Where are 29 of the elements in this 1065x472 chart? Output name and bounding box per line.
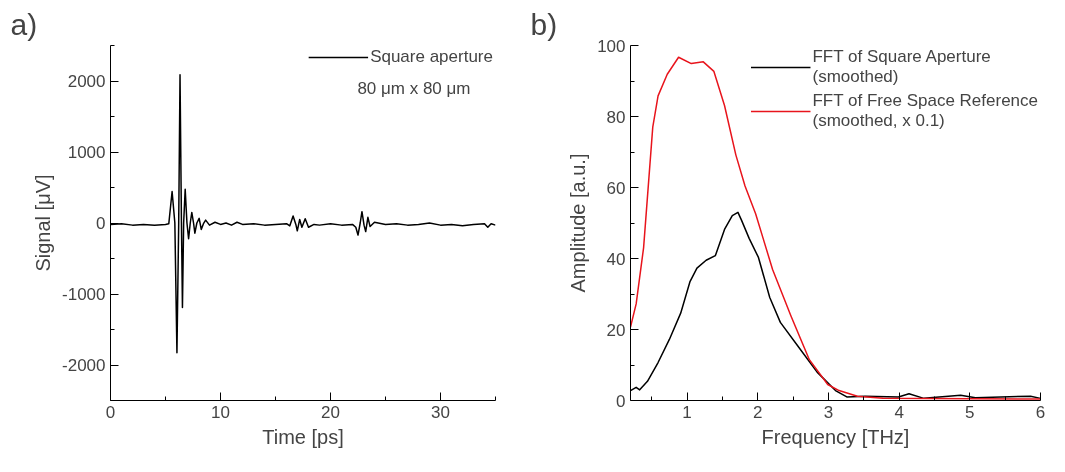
x-axis-title: Frequency [THz]: [761, 425, 910, 448]
chart-title: b): [530, 7, 558, 41]
annotation: 80 μm x 80 μm: [357, 78, 471, 98]
y-axis-title: Amplitude [a.u.]: [567, 153, 590, 293]
x-axis-title: Time [ps]: [262, 425, 344, 448]
y-tick-label: 2000: [67, 72, 106, 91]
x-tick-label: 4: [894, 402, 904, 422]
y-tick-label: 60: [606, 178, 626, 198]
chart-title: a): [10, 7, 38, 41]
x-tick-label: 5: [965, 402, 975, 422]
y-tick-label: 20: [606, 320, 626, 340]
y-tick-label: -2000: [62, 356, 106, 375]
x-tick-label: 10: [211, 402, 230, 422]
x-tick-label: 1: [682, 402, 692, 422]
y-tick-label: -1000: [62, 285, 106, 304]
x-tick-label: 6: [1035, 402, 1046, 422]
legend-label: FFT of Square Aperture (smoothed): [812, 47, 991, 87]
y-tick-label: 40: [606, 249, 626, 269]
y-axis-title: Signal [μV]: [32, 174, 55, 272]
x-tick-label: 30: [431, 402, 450, 422]
y-tick-label: 0: [96, 214, 106, 233]
x-tick-label: 3: [823, 402, 834, 422]
x-tick-label: 20: [321, 402, 340, 422]
x-tick-label: 2: [753, 402, 763, 422]
legend-label: Square aperture: [370, 47, 493, 67]
y-tick-label: 100: [597, 36, 626, 56]
y-tick-label: 1000: [67, 143, 106, 162]
y-tick-label: 80: [606, 107, 626, 127]
legend-label: FFT of Free Space Reference (smoothed, x 0.1): [812, 91, 1038, 131]
